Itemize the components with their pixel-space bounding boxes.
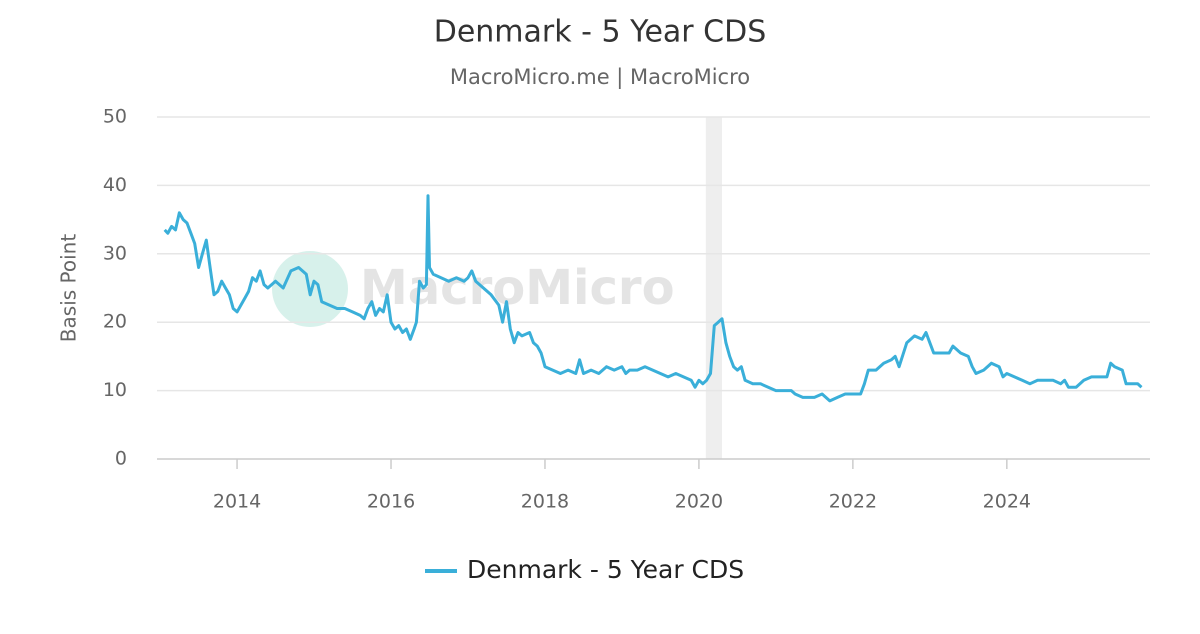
y-tick-label: 30: [103, 242, 127, 264]
shaded-region: [705, 117, 723, 459]
y-tick-label: 10: [103, 379, 127, 401]
y-tick-label: 0: [115, 448, 127, 470]
y-tick-label: 40: [103, 174, 127, 196]
chart-title: Denmark - 5 Year CDS: [434, 15, 767, 50]
watermark: MacroMicro: [360, 260, 675, 316]
x-tick-label: 2018: [521, 491, 569, 513]
y-axis-label: Basis Point: [57, 234, 81, 343]
chart-subtitle: MacroMicro.me | MacroMicro: [450, 65, 750, 90]
y-tick-label: 50: [103, 106, 127, 128]
data-line: [163, 194, 1143, 403]
x-tick-label: 2022: [829, 491, 877, 513]
x-tick-label: 2014: [213, 491, 261, 513]
x-tick-label: 2024: [983, 491, 1031, 513]
x-tick-label: 2020: [675, 491, 723, 513]
legend-label: Denmark - 5 Year CDS: [467, 555, 744, 584]
x-tick-label: 2016: [367, 491, 415, 513]
y-tick-label: 20: [103, 311, 127, 333]
